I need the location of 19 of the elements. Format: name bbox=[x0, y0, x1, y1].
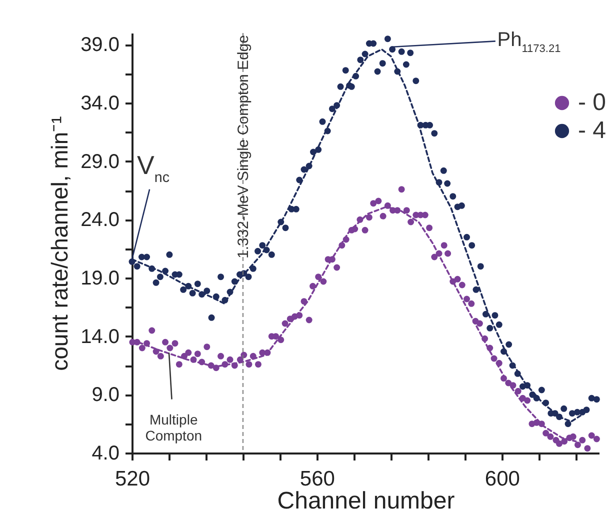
legend-label: - 0 bbox=[578, 89, 606, 116]
annotation: Ph$_{1173.21}$ bbox=[497, 29, 561, 55]
y-tick-label: 39.0 bbox=[80, 34, 120, 56]
annotation: V$_{nc}$ bbox=[137, 150, 170, 186]
legend-label: - 4 bbox=[578, 117, 606, 144]
y-tick-label: 9.0 bbox=[92, 384, 120, 406]
y-tick-label: 4.0 bbox=[92, 442, 120, 464]
ref-line-label: 1.332-MeV Single Compton Edge bbox=[234, 35, 252, 258]
x-tick-label: 520 bbox=[114, 468, 150, 490]
y-tick-label: 24.0 bbox=[80, 209, 120, 232]
y-tick-label: 29.0 bbox=[80, 150, 120, 173]
annotation: Multiple Compton bbox=[145, 411, 202, 444]
y-tick-label: 34.0 bbox=[80, 92, 120, 114]
y-tick-label: 19.0 bbox=[80, 268, 120, 290]
x-tick-label: 600 bbox=[484, 468, 520, 490]
x-tick-label: 560 bbox=[300, 468, 335, 490]
y-axis-title: count rate/channel, min⁻¹ bbox=[46, 116, 73, 371]
y-tick-label: 14.0 bbox=[80, 326, 120, 348]
x-axis-title: Channel number bbox=[277, 488, 455, 514]
